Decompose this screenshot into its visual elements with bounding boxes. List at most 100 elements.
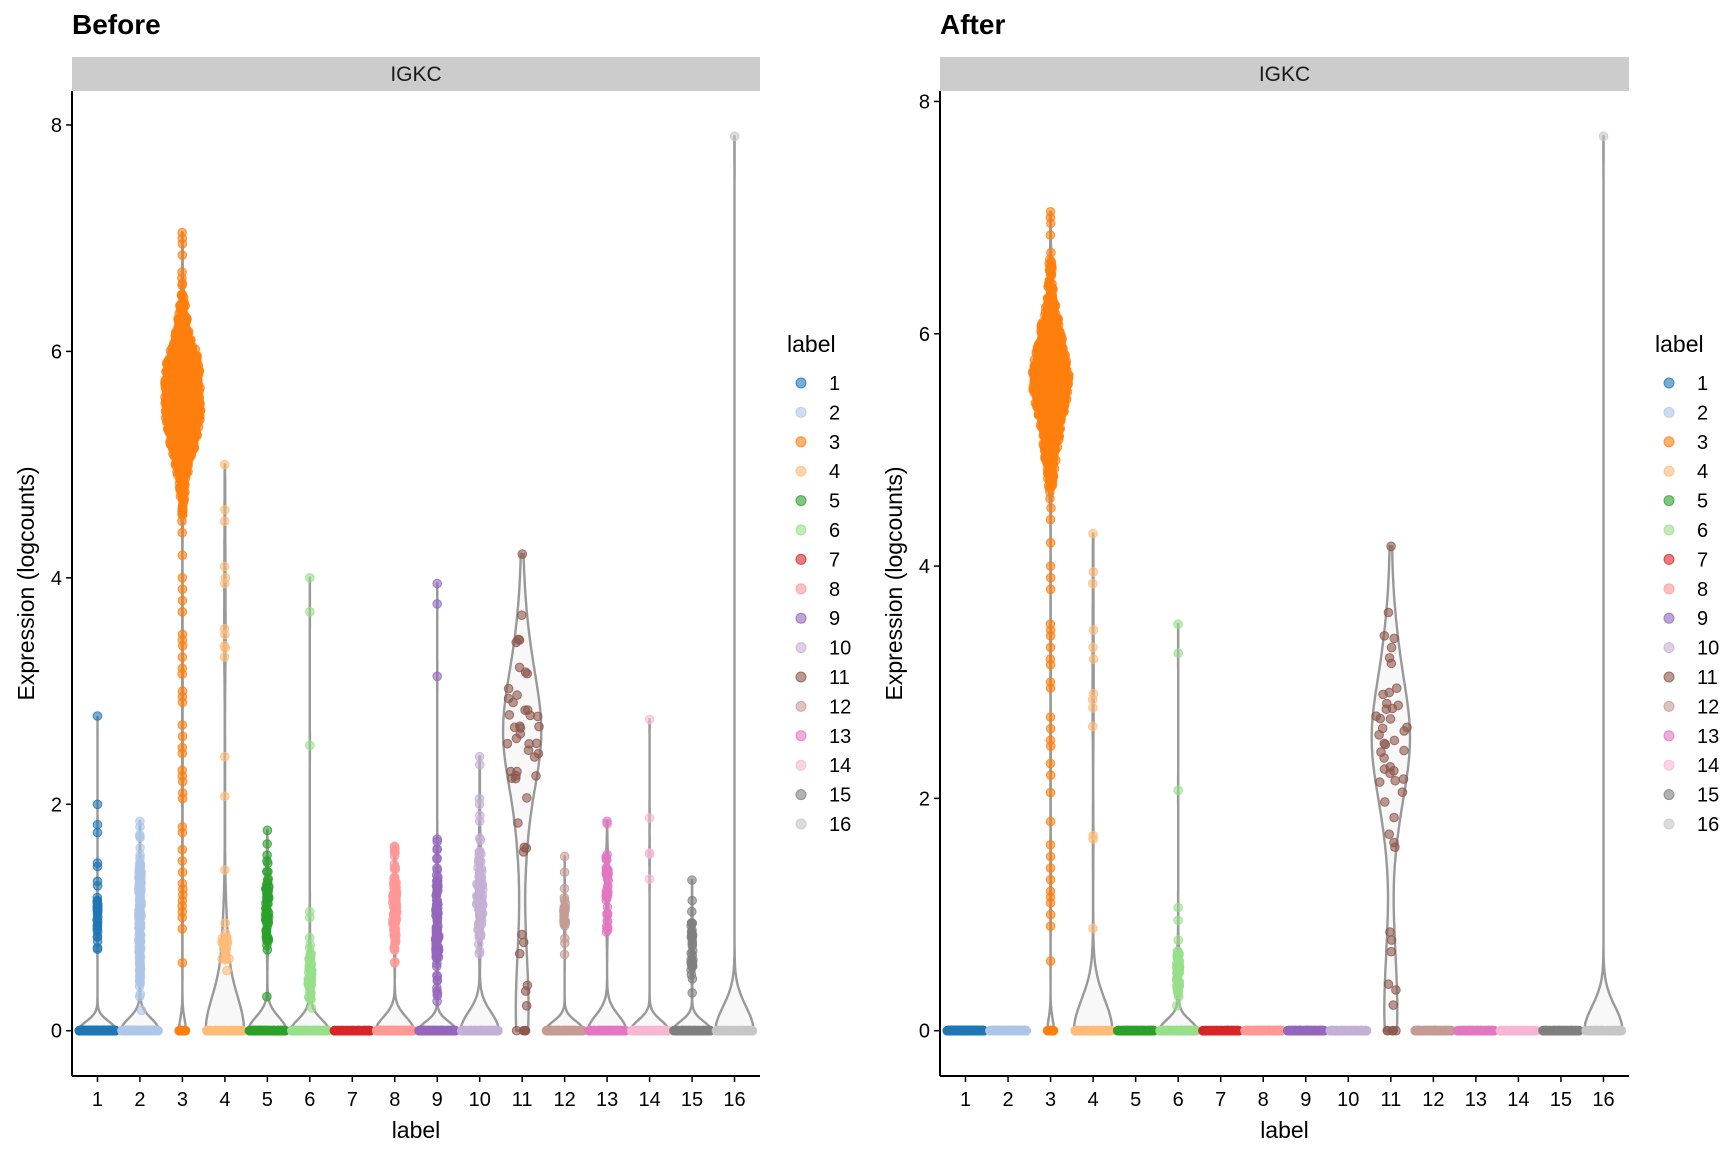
data-point xyxy=(386,1025,397,1036)
x-tick-label: 8 xyxy=(389,1089,400,1111)
data-point xyxy=(184,405,194,416)
data-point xyxy=(177,844,188,855)
data-point xyxy=(92,876,103,887)
data-point xyxy=(177,669,187,679)
x-tick-label: 14 xyxy=(638,1089,660,1111)
data-point xyxy=(306,1003,317,1013)
data-point xyxy=(177,697,188,708)
data-point xyxy=(432,988,443,999)
data-point xyxy=(391,895,401,905)
data-point xyxy=(74,1025,85,1036)
data-point xyxy=(99,1025,110,1036)
data-point xyxy=(169,425,180,435)
data-point xyxy=(305,573,315,583)
data-point xyxy=(220,751,230,762)
y-axis-title: Expression (logcounts) xyxy=(13,467,39,701)
x-tick-label: 16 xyxy=(723,1089,745,1111)
x-tick-label: 5 xyxy=(262,1089,273,1111)
data-point xyxy=(432,913,442,924)
group-1 xyxy=(74,711,121,1036)
data-point xyxy=(177,856,188,866)
group-2 xyxy=(117,816,163,1036)
data-point xyxy=(190,417,201,427)
data-point xyxy=(177,289,188,300)
data-point xyxy=(432,671,443,682)
y-tick-label: 4 xyxy=(51,568,62,590)
data-point xyxy=(129,1025,140,1036)
data-point xyxy=(262,909,273,920)
x-tick-label: 9 xyxy=(432,1089,443,1111)
data-point xyxy=(134,881,144,892)
data-point xyxy=(135,951,146,962)
data-point xyxy=(476,905,487,915)
group-7 xyxy=(329,1025,376,1036)
data-point xyxy=(443,1025,454,1036)
data-point xyxy=(219,516,230,527)
data-point xyxy=(433,872,443,883)
data-point xyxy=(163,384,173,395)
data-point xyxy=(92,861,103,872)
data-point xyxy=(252,1025,263,1036)
data-point xyxy=(220,865,230,875)
data-point xyxy=(420,1025,431,1036)
data-point xyxy=(188,371,199,382)
data-point xyxy=(177,278,188,289)
data-point xyxy=(432,599,443,609)
group-8 xyxy=(371,841,418,1036)
data-point xyxy=(390,938,400,948)
data-point xyxy=(165,372,176,383)
data-point xyxy=(235,1025,245,1036)
data-point xyxy=(177,527,187,538)
group-6 xyxy=(287,573,333,1036)
data-point xyxy=(177,584,188,595)
data-point xyxy=(432,836,443,847)
data-point xyxy=(432,578,443,589)
data-point xyxy=(92,799,103,810)
data-point xyxy=(222,941,232,951)
x-tick-label: 12 xyxy=(554,1089,576,1111)
data-point xyxy=(432,958,442,969)
data-point xyxy=(388,919,398,929)
data-point xyxy=(431,948,442,959)
data-point xyxy=(476,849,486,859)
data-point xyxy=(194,395,204,405)
data-point xyxy=(262,936,272,946)
data-point xyxy=(305,982,316,993)
data-point xyxy=(177,641,188,651)
x-tick-label: 13 xyxy=(596,1089,618,1111)
data-point xyxy=(175,301,186,312)
data-point xyxy=(134,914,145,925)
data-point xyxy=(214,1025,224,1036)
data-point xyxy=(177,720,188,730)
data-point xyxy=(389,958,400,968)
group-10 xyxy=(457,751,503,1036)
data-point xyxy=(135,831,145,841)
data-point xyxy=(431,938,442,948)
data-point xyxy=(268,1025,279,1036)
data-point xyxy=(432,970,442,981)
data-point xyxy=(492,1025,503,1036)
data-point xyxy=(304,993,315,1004)
data-point xyxy=(136,1005,147,1016)
data-point xyxy=(220,928,231,939)
data-point xyxy=(220,629,230,640)
data-point xyxy=(170,438,180,448)
data-point xyxy=(177,776,188,787)
data-point xyxy=(474,896,485,907)
data-point xyxy=(181,360,191,370)
data-point xyxy=(222,965,232,976)
data-point xyxy=(177,924,188,934)
data-point xyxy=(135,822,145,832)
data-point xyxy=(177,607,188,617)
data-point xyxy=(92,931,103,942)
data-point xyxy=(219,459,230,470)
data-point xyxy=(179,315,190,326)
data-point xyxy=(172,345,182,355)
data-point xyxy=(164,416,175,427)
data-point xyxy=(305,607,315,617)
data-point xyxy=(177,516,187,527)
data-point xyxy=(135,977,145,987)
data-point xyxy=(432,886,442,897)
x-tick-label: 1 xyxy=(92,1089,103,1111)
